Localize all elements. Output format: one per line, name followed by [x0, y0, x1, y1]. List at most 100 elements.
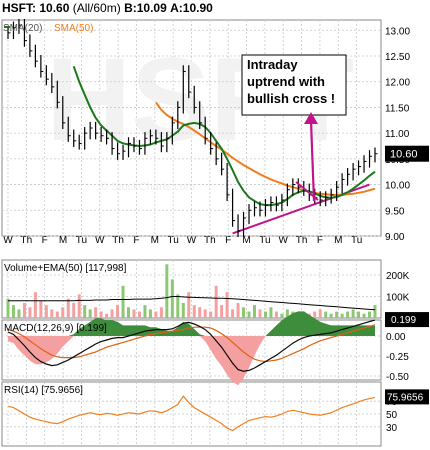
volume-bar: [258, 309, 262, 318]
macd-value-badge: [385, 312, 429, 328]
volume-bar: [11, 305, 15, 318]
volume-bar: [214, 285, 218, 318]
volume-bar: [44, 305, 48, 318]
volume-bar: [143, 305, 147, 318]
volume-bar: [137, 311, 141, 318]
volume-bar: [187, 292, 191, 318]
volume-bar: [236, 302, 240, 318]
volume-bar: [209, 311, 213, 318]
volume-bar: [274, 311, 278, 318]
volume-bar: [110, 309, 114, 318]
sma20-legend-label: SMA(20): [3, 23, 42, 34]
volume-bar: [225, 292, 229, 318]
annotation-arrow-shaft: [309, 120, 316, 202]
volume-ema-line: [8, 296, 376, 311]
volume-bar: [362, 313, 366, 318]
sma50-line: [155, 101, 376, 196]
volume-bar: [105, 313, 109, 318]
annotation-arrow-head: [304, 112, 318, 124]
rsi-legend-label: RSI(14) [75.9656]: [4, 385, 83, 396]
volume-bar: [280, 313, 284, 318]
macd-value-badge-label: 0.199: [391, 315, 416, 326]
x-tick-label: W: [95, 235, 105, 246]
x-tick-label: M: [151, 235, 159, 246]
volume-bar: [159, 307, 163, 318]
volume-bar: [127, 307, 131, 318]
volume-bar: [340, 313, 344, 318]
chart-header: HSFT: 10.60 (All/60m) B:10.09 A:10.90: [2, 1, 213, 15]
sma20-legend-dash: —: [4, 30, 5, 32]
price-y-tick-label: 9.50: [385, 206, 405, 217]
volume-bar: [176, 294, 180, 318]
last-price-badge: [385, 145, 429, 162]
volume-bar: [50, 309, 54, 318]
macd-legend-label: MACD(12,26,9) [0.199]: [4, 323, 107, 334]
volume-bar: [116, 305, 120, 318]
x-tick-label: W: [187, 235, 197, 246]
volume-bar: [148, 309, 152, 318]
price-y-tick-label: 12.00: [385, 78, 410, 89]
last-price-badge-label: 10.60: [390, 149, 418, 161]
volume-bar: [154, 311, 158, 318]
macd-line: [7, 319, 376, 372]
volume-bar: [373, 305, 377, 318]
macd-y-tick-label: -0.25: [386, 352, 409, 363]
price-y-tick-label: 13.00: [385, 26, 410, 37]
volume-bar: [263, 311, 267, 318]
volume-bar: [72, 302, 76, 318]
volume-y-tick-label: 100K: [386, 293, 410, 304]
volume-bar: [368, 311, 372, 318]
x-tick-label: Tu: [351, 235, 362, 246]
macd-y-tick-label: -0.50: [386, 372, 409, 383]
volume-bar: [33, 292, 37, 318]
volume-bar: [269, 307, 273, 318]
volume-bar: [335, 311, 339, 318]
volume-bar: [242, 307, 246, 318]
volume-bar: [6, 298, 10, 318]
volume-bar: [346, 311, 350, 318]
x-tick-label: Th: [21, 235, 33, 246]
cross-pointer: [295, 181, 319, 201]
volume-bar: [351, 309, 355, 318]
x-tick-label: Tu: [167, 235, 178, 246]
annotation-line: bullish cross !: [247, 91, 335, 106]
x-tick-label: M: [334, 235, 342, 246]
x-tick-label: M: [59, 235, 67, 246]
volume-bar: [28, 307, 32, 318]
price-y-tick-label: 12.50: [385, 52, 410, 63]
macd-histogram-positive: [8, 311, 375, 336]
watermark-subtext: © StockCharts.com: [100, 181, 195, 193]
price-y-tick-label: 10.00: [385, 181, 410, 192]
volume-bar: [198, 307, 202, 318]
x-tick-label: Th: [204, 235, 216, 246]
x-tick-label: F: [133, 235, 139, 246]
annotation-line: uptrend with: [247, 74, 325, 89]
annotation-box: [241, 54, 347, 116]
volume-bar: [357, 311, 361, 318]
x-tick-label: Th: [112, 235, 124, 246]
rsi-y-tick-label: 50: [386, 410, 398, 421]
volume-bar: [203, 309, 207, 318]
x-tick-label: W: [3, 235, 13, 246]
last-price-label: 10.60: [39, 1, 70, 15]
sma20-line: [72, 65, 376, 207]
x-tick-label: W: [279, 235, 289, 246]
volume-bar: [55, 311, 59, 318]
x-tick-label: M: [242, 235, 250, 246]
volume-bar: [132, 309, 136, 318]
macd-y-tick-label: 0.00: [386, 332, 406, 343]
sma50-legend-label: SMA(50): [54, 23, 93, 34]
volume-bar: [121, 285, 125, 318]
volume-bar: [220, 305, 224, 318]
price-y-tick-label: 9.00: [385, 232, 405, 243]
volume-bar: [99, 311, 103, 318]
volume-bar: [252, 305, 256, 318]
volume-bar: [17, 309, 21, 318]
x-tick-label: Tu: [259, 235, 270, 246]
symbol-label: HSFT: [2, 1, 32, 15]
volume-bar: [231, 309, 235, 318]
volume-y-tick-label: 200K: [386, 271, 410, 282]
volume-bar: [77, 294, 81, 318]
volume-bar: [192, 305, 196, 318]
